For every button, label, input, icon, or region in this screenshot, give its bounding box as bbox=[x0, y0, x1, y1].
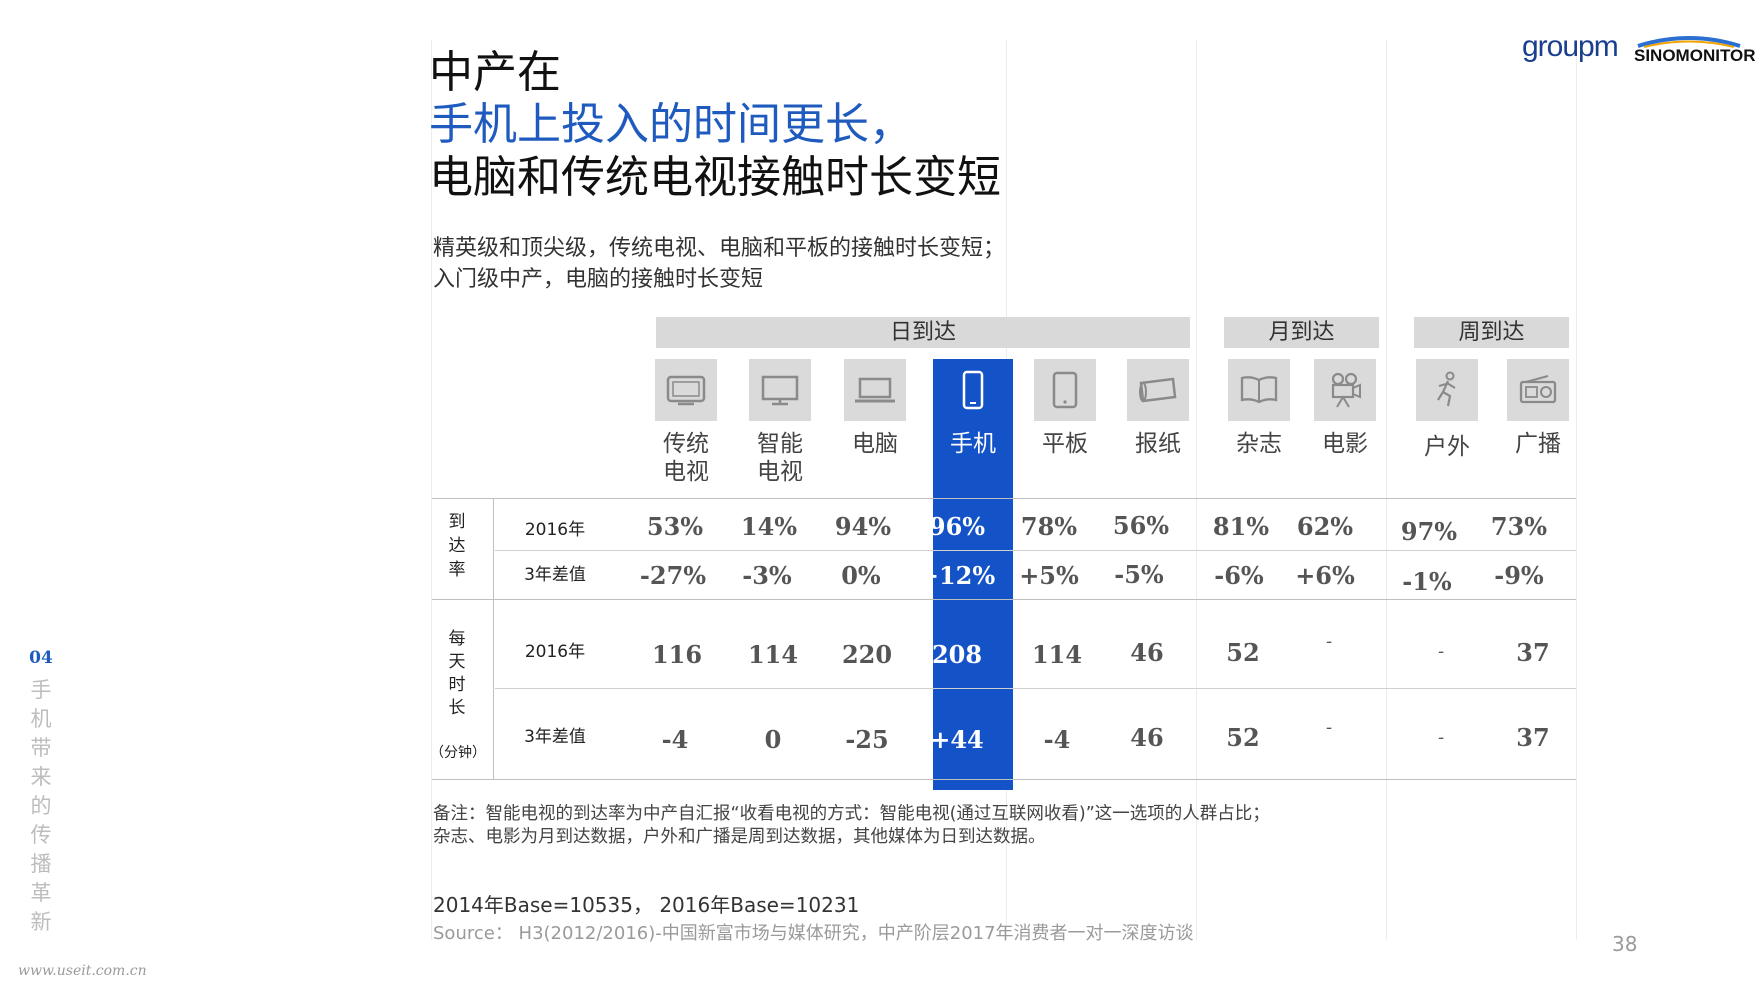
tablet-icon bbox=[1034, 359, 1096, 421]
cell-reach-2016-outdoor: 97% bbox=[1400, 517, 1458, 546]
cell-time-diff-smart-tv: 0 bbox=[764, 725, 782, 754]
cell-reach-2016-computer: 94% bbox=[834, 512, 892, 541]
cell-time-diff-outdoor: - bbox=[1437, 727, 1445, 748]
tv-icon bbox=[655, 359, 717, 421]
cell-time-2016-tv: 116 bbox=[651, 640, 703, 669]
cell-reach-diff-newspaper: -5% bbox=[1114, 560, 1164, 589]
table-rule-section bbox=[432, 599, 1576, 600]
cell-time-2016-newspaper: 46 bbox=[1130, 638, 1164, 667]
side-nav-title[interactable]: 手机带来的传播革新 bbox=[30, 678, 52, 934]
laptop-icon bbox=[844, 359, 906, 421]
media-label-computer: 电脑 bbox=[852, 431, 898, 457]
cell-reach-2016-tv: 53% bbox=[646, 512, 704, 541]
cell-reach-diff-tablet: +5% bbox=[1019, 561, 1079, 590]
base-sizes: 2014年Base=10535， 2016年Base=10231 bbox=[433, 893, 860, 917]
cell-reach-diff-outdoor: -1% bbox=[1402, 567, 1452, 596]
cell-time-diff-tablet: -4 bbox=[1043, 725, 1071, 754]
mobile-highlight-column bbox=[933, 359, 1013, 790]
group-header-daily: 日到达 bbox=[656, 317, 1190, 348]
media-label-newspaper: 报纸 bbox=[1135, 431, 1181, 457]
cell-reach-diff-smart-tv: -3% bbox=[742, 561, 792, 590]
cell-reach-diff-magazine: -6% bbox=[1214, 561, 1264, 590]
cell-time-2016-mobile: 208 bbox=[931, 640, 983, 669]
cell-time-2016-film: - bbox=[1325, 631, 1333, 652]
group-header-monthly: 月到达 bbox=[1224, 317, 1379, 348]
table-rule-bottom bbox=[432, 779, 1576, 780]
note-line-1: 备注：智能电视的到达率为中产自汇报“收看电视的方式：智能电视(通过互联网收看)”… bbox=[433, 804, 1270, 824]
cell-time-diff-mobile: +44 bbox=[930, 725, 984, 754]
cell-reach-diff-radio: -9% bbox=[1494, 561, 1544, 590]
row-label-reach-diff: 3年差值 bbox=[524, 565, 586, 585]
title-line-3: 电脑和传统电视接触时长变短 bbox=[429, 152, 1001, 203]
row-label-time-diff: 3年差值 bbox=[524, 727, 586, 747]
cell-time-2016-smart-tv: 114 bbox=[747, 640, 799, 669]
cell-time-2016-outdoor: - bbox=[1437, 641, 1445, 662]
cell-time-diff-computer: -25 bbox=[845, 725, 889, 754]
newspaper-icon bbox=[1127, 359, 1189, 421]
media-label-smart-tv: 智能 电视 bbox=[757, 431, 803, 485]
title-line-2: 手机上投入的时间更长， bbox=[429, 99, 913, 150]
table-rule-mid-time bbox=[495, 688, 1576, 689]
media-label-outdoor: 户外 bbox=[1424, 434, 1470, 460]
source-note: Source： H3(2012/2016)-中国新富市场与媒体研究，中产阶层20… bbox=[433, 923, 1194, 944]
cell-time-diff-film: - bbox=[1325, 717, 1333, 738]
mobile-phone-icon bbox=[943, 365, 1003, 415]
cell-reach-diff-computer: 0% bbox=[841, 561, 881, 590]
subtitle-line-1: 精英级和顶尖级，传统电视、电脑和平板的接触时长变短； bbox=[433, 236, 1006, 261]
outdoor-runner-icon bbox=[1416, 359, 1478, 421]
cell-time-diff-newspaper: 46 bbox=[1130, 723, 1164, 752]
cell-time-2016-magazine: 52 bbox=[1226, 638, 1260, 667]
group-header-weekly: 周到达 bbox=[1414, 317, 1569, 348]
cell-reach-2016-radio: 73% bbox=[1490, 512, 1548, 541]
cell-reach-2016-tablet: 78% bbox=[1020, 512, 1078, 541]
page-number: 38 bbox=[1612, 932, 1638, 956]
table-rule-vertical bbox=[493, 499, 494, 779]
cell-reach-2016-smart-tv: 14% bbox=[740, 512, 798, 541]
row-label-reach-2016: 2016年 bbox=[524, 520, 586, 540]
cell-reach-diff-tv: -27% bbox=[639, 561, 707, 590]
media-label-tv: 传统 电视 bbox=[663, 431, 709, 485]
sinomonitor-arc-icon bbox=[1637, 36, 1741, 48]
media-label-mobile: 手机 bbox=[950, 431, 996, 457]
section-label-time: 每天时长 bbox=[448, 629, 466, 718]
media-label-tablet: 平板 bbox=[1042, 431, 1088, 457]
groupm-logo: groupm bbox=[1522, 30, 1619, 63]
note-line-2: 杂志、电影为月到达数据，户外和广播是周到达数据，其他媒体为日到达数据。 bbox=[433, 827, 1046, 847]
media-label-film: 电影 bbox=[1322, 431, 1368, 457]
cell-reach-2016-newspaper: 56% bbox=[1112, 511, 1170, 540]
cell-reach-2016-mobile: 96% bbox=[928, 512, 986, 541]
section-number: 04 bbox=[29, 648, 53, 668]
row-label-time-2016: 2016年 bbox=[524, 642, 586, 662]
media-label-magazine: 杂志 bbox=[1236, 431, 1282, 457]
radio-icon bbox=[1507, 359, 1569, 421]
film-camera-icon bbox=[1314, 359, 1376, 421]
table-rule-mid-reach bbox=[495, 550, 1576, 551]
cell-reach-2016-magazine: 81% bbox=[1212, 512, 1270, 541]
magazine-icon bbox=[1228, 359, 1290, 421]
subtitle-line-2: 入门级中产，电脑的接触时长变短 bbox=[433, 267, 764, 292]
cell-time-diff-magazine: 52 bbox=[1226, 723, 1260, 752]
cell-time-diff-tv: -4 bbox=[661, 725, 689, 754]
section-label-reach: 到达率 bbox=[448, 512, 466, 580]
cell-reach-diff-film: +6% bbox=[1295, 561, 1355, 590]
cell-reach-diff-mobile: +12% bbox=[918, 561, 996, 590]
smart-tv-icon bbox=[749, 359, 811, 421]
cell-time-2016-radio: 37 bbox=[1516, 638, 1550, 667]
media-label-radio: 广播 bbox=[1515, 431, 1561, 457]
table-rule-top bbox=[432, 498, 1576, 499]
sinomonitor-logo: SINOMONITOR bbox=[1634, 34, 1756, 66]
title-line-1: 中产在 bbox=[429, 47, 561, 98]
cell-time-2016-computer: 220 bbox=[841, 640, 893, 669]
cell-time-diff-radio: 37 bbox=[1516, 723, 1550, 752]
section-unit-minutes: （分钟） bbox=[430, 745, 486, 761]
cell-reach-2016-film: 62% bbox=[1296, 512, 1354, 541]
watermark: www.useit.com.cn bbox=[18, 963, 147, 979]
cell-time-2016-tablet: 114 bbox=[1031, 640, 1083, 669]
